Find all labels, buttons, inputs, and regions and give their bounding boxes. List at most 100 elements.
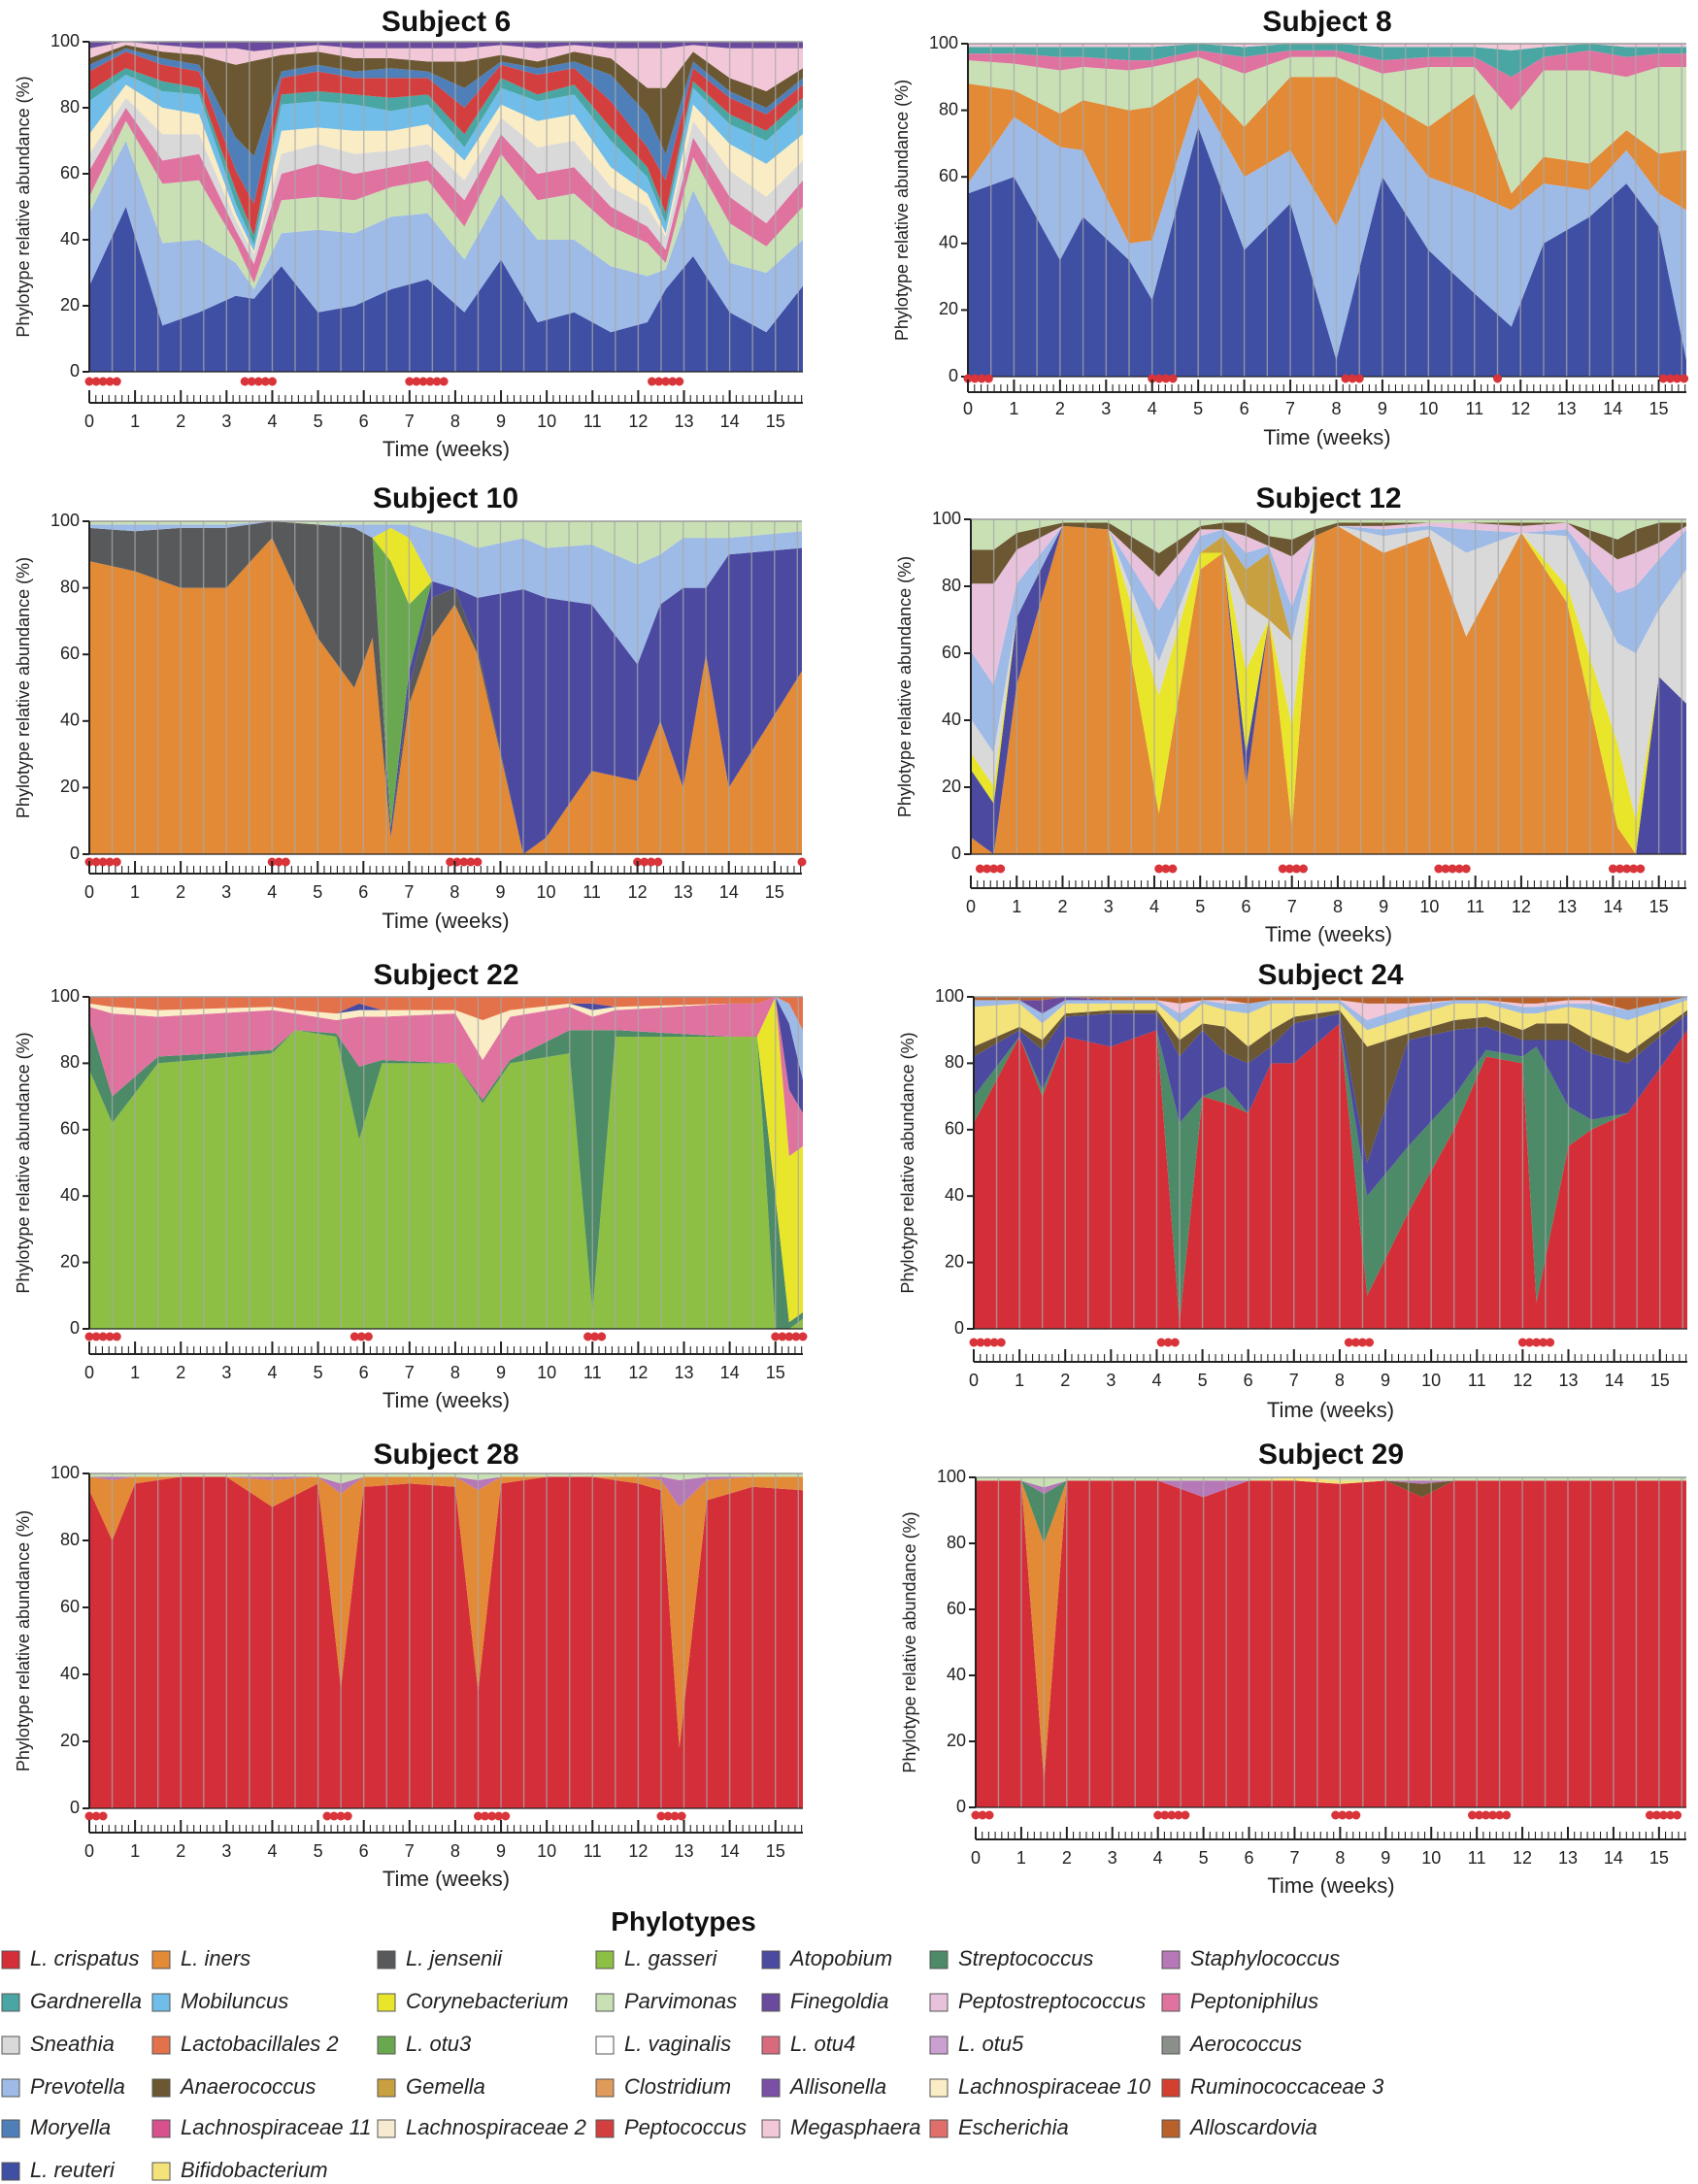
legend-item-lachnospiraceae-2: Lachnospiraceae 2: [377, 2115, 586, 2139]
x-tick-label: 12: [1511, 399, 1530, 418]
legend-swatch: [377, 2119, 396, 2138]
sample-marker: [996, 864, 1006, 874]
sample-marker: [976, 1338, 985, 1347]
legend-label: Staphylococcus: [1190, 1946, 1340, 1970]
sample-marker: [1495, 1810, 1505, 1820]
sampling-markers: [84, 1811, 686, 1821]
x-tick-label: 11: [1468, 1371, 1486, 1390]
legend-swatch: [929, 2119, 949, 2138]
legend-item-clostridium: Clostridium: [595, 2074, 731, 2099]
sample-marker: [432, 377, 442, 386]
sample-marker: [439, 377, 449, 386]
sample-marker: [675, 377, 684, 386]
legend-swatch: [1161, 1993, 1181, 2012]
x-tick-label: 4: [1149, 897, 1159, 916]
sample-marker: [412, 377, 421, 386]
legend-label: Lachnospiraceae 10: [958, 2074, 1151, 2099]
x-tick-label: 7: [1285, 399, 1295, 418]
sample-marker: [984, 1810, 994, 1820]
area-l-crispatus: [974, 1023, 1687, 1329]
area-parvimonas: [976, 1477, 1686, 1488]
sample-marker: [267, 377, 277, 386]
sample-marker: [654, 377, 664, 386]
legend-item-lactobacillales-2: Lactobacillales 2: [151, 2032, 339, 2056]
y-tick-label: 60: [942, 643, 961, 662]
sample-marker: [1168, 374, 1178, 383]
sample-marker: [260, 377, 270, 386]
sample-marker: [356, 1332, 366, 1341]
legend-items: L. crispatus L. iners L. jensenii L. gasser…: [1, 1946, 1384, 2182]
sample-marker: [1608, 864, 1617, 874]
legend-label: Peptoniphilus: [1190, 1989, 1318, 2013]
legend-label: L. reuteri: [30, 2158, 116, 2182]
y-tick-label: 20: [60, 1251, 80, 1271]
area-l-jensenii: [89, 521, 802, 854]
area-finegoldia: [89, 42, 803, 51]
sample-marker: [1170, 1338, 1180, 1347]
sample-marker: [1284, 864, 1294, 874]
x-tick-label: 14: [719, 882, 739, 902]
legend-label: Lachnospiraceae 2: [406, 2115, 586, 2139]
legend-swatch: [151, 2162, 171, 2181]
legend-label: Moryella: [30, 2115, 111, 2139]
y-axis-label: Phylotype relative abundance (%): [14, 1510, 33, 1771]
x-tick-label: 9: [496, 1363, 506, 1382]
sample-marker: [1441, 864, 1450, 874]
sample-marker: [274, 857, 283, 867]
sample-marker: [653, 857, 663, 867]
y-tick-label: 100: [929, 33, 958, 52]
x-tick-label: 6: [359, 1841, 369, 1861]
sample-marker: [91, 857, 101, 867]
x-tick-label: 5: [314, 412, 323, 431]
y-tick-label: 100: [50, 1463, 80, 1482]
sample-marker: [98, 377, 108, 386]
x-tick-label: 14: [720, 1363, 740, 1382]
x-tick-label: 8: [449, 882, 459, 902]
area-prevotella: [89, 521, 802, 665]
sample-marker: [975, 864, 984, 874]
legend-swatch: [761, 1950, 781, 1969]
y-tick-label: 100: [935, 986, 964, 1006]
x-tick-label: 12: [1513, 1371, 1532, 1390]
sample-marker: [1299, 864, 1309, 874]
x-tick-label: 3: [1106, 1371, 1115, 1390]
legend-label: Aerococcus: [1188, 2032, 1302, 2056]
sample-marker: [1615, 864, 1624, 874]
x-tick-label: 0: [84, 1841, 94, 1861]
x-tick-label: 9: [496, 1841, 506, 1861]
x-tick-label: 7: [1287, 897, 1297, 916]
legend-item-staphylococcus: Staphylococcus: [1161, 1946, 1340, 1970]
legend-swatch: [761, 2035, 781, 2055]
y-tick-label: 40: [945, 1185, 964, 1205]
y-tick-label: 0: [70, 1318, 80, 1338]
sample-marker: [1482, 1810, 1491, 1820]
legend-item-allisonella: Allisonella: [761, 2074, 886, 2099]
area-parvimonas: [971, 519, 1686, 553]
x-tick-label: 4: [1148, 399, 1157, 418]
x-tick-label: 15: [766, 412, 785, 431]
x-tick-label: 11: [1465, 399, 1483, 418]
y-tick-label: 80: [60, 577, 80, 596]
sample-marker: [1156, 1338, 1166, 1347]
sampling-markers: [84, 1332, 808, 1341]
sample-marker: [481, 1811, 490, 1821]
x-tick-label: 7: [405, 412, 415, 431]
x-tick-label: 13: [674, 882, 693, 902]
sample-marker: [1629, 864, 1639, 874]
legend-item-alloscardovia: Alloscardovia: [1161, 2115, 1317, 2139]
sample-lines: [111, 997, 799, 1329]
x-tick-label: 2: [1062, 1848, 1072, 1868]
sample-marker: [501, 1811, 511, 1821]
area-peptococcus: [89, 51, 803, 236]
sample-marker: [670, 1811, 680, 1821]
sample-marker: [446, 857, 455, 867]
y-tick-label: 0: [951, 844, 961, 863]
legend-swatch: [1161, 2035, 1181, 2055]
legend-swatch: [377, 2035, 396, 2055]
legend-item-anaerococcus: Anaerococcus: [151, 2074, 316, 2099]
